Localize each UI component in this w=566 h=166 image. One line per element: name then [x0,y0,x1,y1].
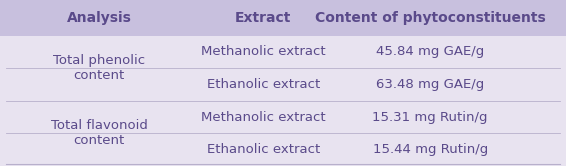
Text: Total phenolic
content: Total phenolic content [53,54,145,82]
Text: 63.48 mg GAE/g: 63.48 mg GAE/g [376,78,484,91]
Text: Total flavonoid
content: Total flavonoid content [50,119,148,147]
Text: 45.84 mg GAE/g: 45.84 mg GAE/g [376,45,484,58]
Bar [0,36,566,166]
Text: 15.44 mg Rutin/g: 15.44 mg Rutin/g [372,143,488,156]
Text: Content of phytoconstituents: Content of phytoconstituents [315,11,546,25]
Text: Methanolic extract: Methanolic extract [201,45,325,58]
Text: Ethanolic extract: Ethanolic extract [207,78,320,91]
Text: 15.31 mg Rutin/g: 15.31 mg Rutin/g [372,111,488,124]
Text: Methanolic extract: Methanolic extract [201,111,325,124]
Bar [0,0,566,36]
Text: Analysis: Analysis [67,11,131,25]
Text: Ethanolic extract: Ethanolic extract [207,143,320,156]
Text: Extract: Extract [235,11,291,25]
